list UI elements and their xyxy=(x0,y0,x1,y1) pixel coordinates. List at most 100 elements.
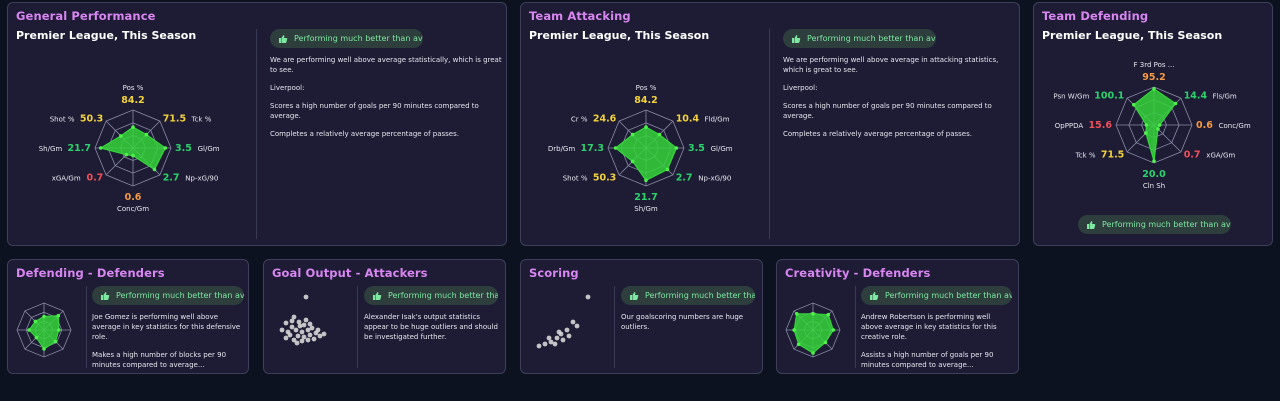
radar-axis-label: Tck % xyxy=(191,115,212,123)
radar-point xyxy=(811,351,815,355)
description-line: Scores a high number of goals per 90 min… xyxy=(270,102,479,120)
card-title: Team Defending xyxy=(1042,9,1149,23)
scatter-point xyxy=(570,319,576,325)
performance-badge[interactable]: Performing much better than aver... xyxy=(861,286,1012,305)
performance-badge[interactable]: Performing much better than ... xyxy=(364,286,498,305)
performance-description: Alexander Isak's output statistics appea… xyxy=(364,312,502,350)
radar-point xyxy=(630,159,635,164)
scoring-card[interactable]: Scoring Performing much better than ... … xyxy=(520,259,763,374)
radar-value: 3.5 xyxy=(688,143,705,154)
radar-value: 0.7 xyxy=(86,173,103,184)
scatter-point xyxy=(305,327,311,333)
radar-axis-label: Np-xG/90 xyxy=(185,175,218,183)
scatter-point xyxy=(311,336,317,342)
description-line: Liverpool: xyxy=(270,84,305,92)
divider xyxy=(769,29,770,239)
radar-value: 3.5 xyxy=(175,143,192,154)
radar-axis-label: Np-xG/90 xyxy=(698,175,731,183)
description-line: Liverpool: xyxy=(783,84,818,92)
radar-axis-label: Gl/Gm xyxy=(711,145,733,153)
team-attacking-card[interactable]: Team Attacking Premier League, This Seas… xyxy=(520,2,1020,246)
radar-point xyxy=(1173,101,1178,106)
performance-badge[interactable]: Performing much better than average xyxy=(270,29,423,48)
radar-point xyxy=(1132,103,1136,107)
description-line: Alexander Isak's output statistics appea… xyxy=(364,313,498,341)
scatter-point xyxy=(548,339,554,345)
radar-point xyxy=(796,342,801,347)
radar-point xyxy=(823,340,828,345)
radar-point xyxy=(119,134,123,138)
performance-description: We are performing well above average sta… xyxy=(270,55,502,147)
scatter-point xyxy=(307,321,313,327)
description-line: We are performing well above average in … xyxy=(783,56,999,74)
scatter-point xyxy=(554,335,560,341)
card-subtitle: Premier League, This Season xyxy=(1042,29,1223,42)
radar-point xyxy=(34,335,39,340)
radar-axis-label: Fls/Gm xyxy=(1213,92,1237,100)
radar-value: 84.2 xyxy=(634,95,657,106)
scatter-point xyxy=(566,333,572,339)
team-defending-card[interactable]: Team Defending Premier League, This Seas… xyxy=(1033,2,1273,246)
radar-axis-label: Tck % xyxy=(1075,152,1096,160)
badge-label: Performing much better than average xyxy=(807,34,936,43)
description-line: Andrew Robertson is performing well abov… xyxy=(861,313,997,341)
badge-label: Performing much better than average xyxy=(1102,220,1231,229)
radar-point xyxy=(826,312,831,317)
attacking-radar-chart: Pos % 84.2 10.4 Fld/Gm 3.5 Gl/Gm 2.7 Np-xG/90 21… xyxy=(548,84,733,213)
description-line: Joe Gomez is performing well above avera… xyxy=(92,313,241,341)
scatter-point xyxy=(291,314,297,320)
scatter-point xyxy=(564,327,570,333)
card-subtitle: Premier League, This Season xyxy=(16,29,197,42)
scatter-point xyxy=(321,331,327,337)
radar-point xyxy=(811,312,815,316)
radar-point xyxy=(613,146,618,150)
thumbs-up-icon xyxy=(629,291,639,301)
radar-value: 2.7 xyxy=(163,173,180,184)
scatter-point xyxy=(301,322,307,328)
radar-value: 2.7 xyxy=(676,173,693,184)
thumbs-up-icon xyxy=(1086,220,1096,230)
scatter-point xyxy=(552,341,558,347)
thumbs-up-icon xyxy=(100,291,110,301)
scatter-point xyxy=(283,320,289,326)
creativity-defenders-card[interactable]: Creativity - Defenders Performing much b… xyxy=(776,259,1019,374)
radar-value: 84.2 xyxy=(121,95,144,106)
badge-label: Performing much better than ... xyxy=(645,291,755,300)
radar-axis-label: Pos % xyxy=(123,84,144,92)
description-line: Assists a high number of goals per 90 mi… xyxy=(861,351,994,369)
radar-value: 0.6 xyxy=(1196,120,1213,131)
scatter-point xyxy=(291,337,297,343)
radar-point xyxy=(124,152,129,157)
performance-badge[interactable]: Performing much better than ... xyxy=(621,286,755,305)
radar-axis-label: xGA/Gm xyxy=(52,175,81,183)
radar-point xyxy=(1152,159,1156,163)
divider xyxy=(256,29,257,239)
radar-point xyxy=(1144,131,1148,135)
scatter-point xyxy=(289,318,295,324)
scatter-point xyxy=(303,294,309,300)
radar-axis-label: Fld/Gm xyxy=(705,115,730,123)
radar-point xyxy=(144,132,149,137)
thumbs-up-icon xyxy=(372,291,382,301)
radar-value: 17.3 xyxy=(581,143,604,154)
radar-value: 71.5 xyxy=(1101,150,1124,161)
radar-point xyxy=(27,328,31,332)
goal-output-card[interactable]: Goal Output - Attackers Performing much … xyxy=(263,259,506,374)
scatter-point xyxy=(295,333,301,339)
defending-defenders-card[interactable]: Defending - Defenders Performing much be… xyxy=(7,259,249,374)
general-performance-card[interactable]: General Performance Premier League, This… xyxy=(7,2,507,246)
divider xyxy=(86,286,87,368)
card-title: Goal Output - Attackers xyxy=(272,266,428,280)
radar-point xyxy=(1144,123,1149,127)
radar-value: 24.6 xyxy=(593,113,617,124)
radar-axis-label: Conc/Gm xyxy=(117,205,149,213)
radar-axis-label: Pos % xyxy=(636,84,657,92)
performance-badge[interactable]: Performing much better than avera... xyxy=(92,286,244,305)
performance-badge[interactable]: Performing much better than average xyxy=(1078,215,1231,234)
scatter-point xyxy=(305,337,311,343)
radar-axis-label: Sh/Gm xyxy=(39,145,63,153)
radar-point xyxy=(674,146,679,150)
performance-badge[interactable]: Performing much better than average xyxy=(783,29,936,48)
radar-point xyxy=(53,339,58,344)
scatter-point xyxy=(293,327,299,333)
